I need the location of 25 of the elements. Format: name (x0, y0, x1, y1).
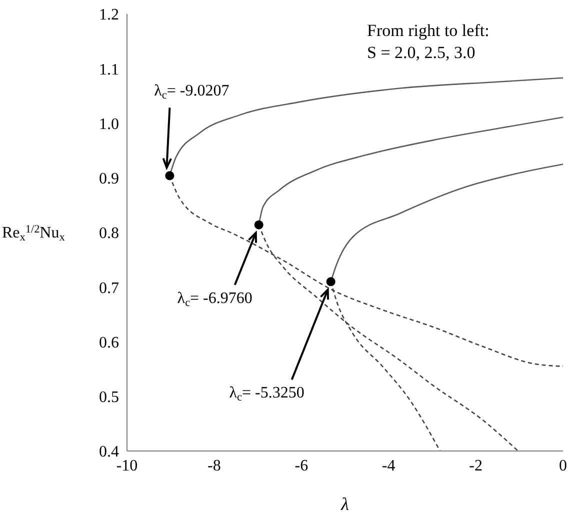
y-tick-label: 0.6 (99, 334, 119, 352)
x-axis-title: λ (340, 494, 350, 512)
x-tick-label: -2 (469, 457, 482, 474)
y-tick-label: 0.4 (99, 444, 119, 461)
y-tick-label: 0.5 (99, 389, 119, 406)
annotation: From right to left: (367, 20, 490, 42)
y-tick-label: 1.2 (99, 6, 119, 24)
point (326, 277, 336, 286)
annotation: λ$_{c}$= -9.0207 (154, 82, 230, 102)
point (165, 171, 174, 180)
x-tick-label: -6 (294, 457, 308, 474)
x-tick-label: 0 (559, 457, 567, 474)
y-axis-title: Re$_{x}$$^{1/2}$Nu$_{x}$ (2, 224, 66, 244)
y-tick-label: 0.9 (99, 170, 119, 188)
x-tick-label: -4 (382, 457, 396, 474)
x-tick-label: -10 (116, 457, 138, 474)
y-tick-label: 1.1 (99, 61, 119, 78)
y-tick-label: 0.7 (99, 280, 119, 297)
annotation: λ$_{c}$= -5.3250 (229, 384, 304, 404)
annotation: S = 2.0, 2.5, 3.0 (367, 42, 476, 64)
point (254, 220, 264, 230)
x-tick-label: -8 (208, 457, 221, 474)
y-tick-label: 0.8 (99, 225, 119, 242)
y-tick-label: 1.0 (99, 116, 119, 133)
annotation: λ$_{c}$= -6.9760 (177, 290, 252, 309)
